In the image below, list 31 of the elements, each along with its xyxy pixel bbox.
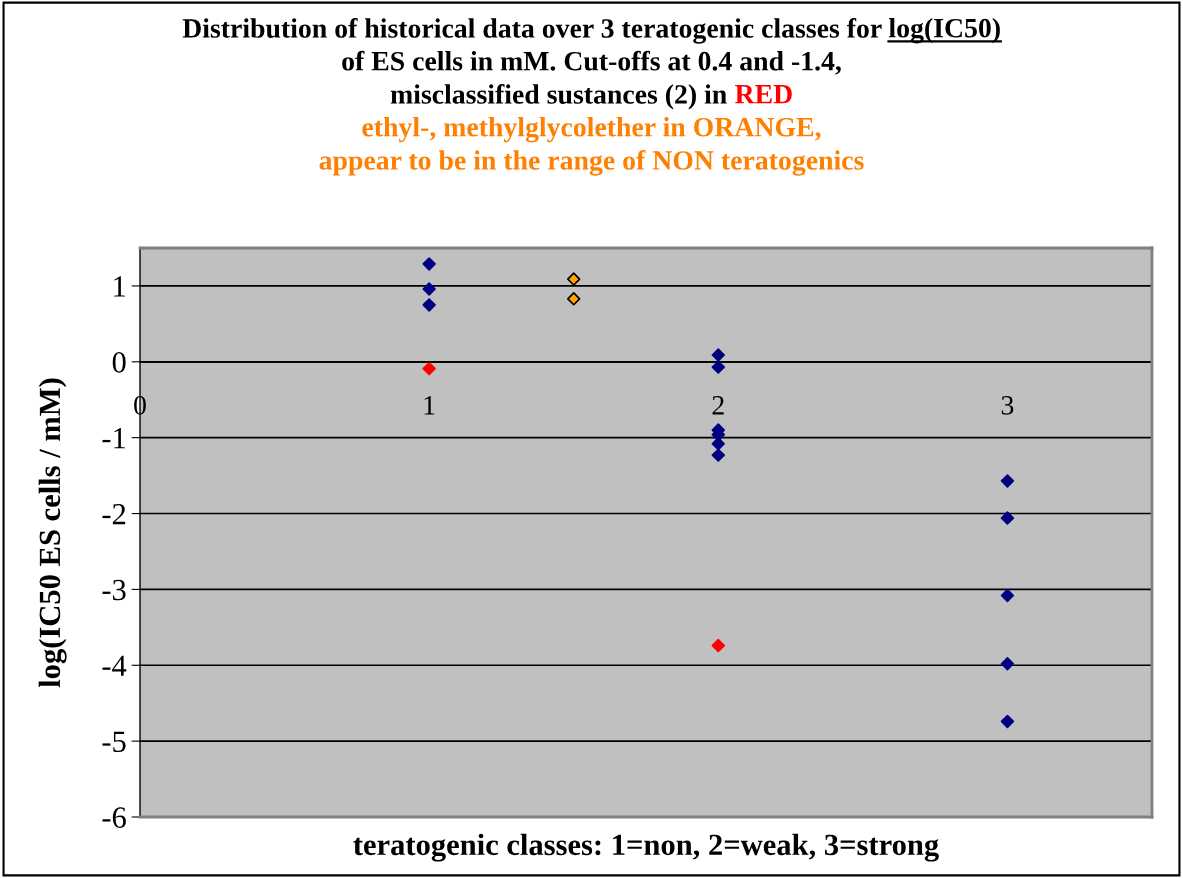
y-tick-label: 0 [112, 352, 126, 373]
y-tick-label: -3 [102, 579, 126, 601]
x-tick-label: 3 [1001, 396, 1014, 415]
point [711, 437, 726, 451]
x-axis-title: teratogenic classes: 1=non, 2=weak, 3=strong [353, 833, 939, 862]
x-tick-label: 1 [424, 396, 435, 415]
point [1000, 588, 1015, 603]
chart-title: Distribution of historical data over 3 teratogenic classes for log(IC50) of ES cells in mM. Cut-offs at 0.4 and -1.4, misclassified sustances (2) in RED [182, 18, 1000, 110]
point [1000, 714, 1015, 729]
y-tick-label: -6 [102, 807, 126, 828]
chart-subtitle: ethyl-, methylglycolether in ORANGE, appear to be in the range of NON teratogenics [319, 117, 864, 176]
point [1000, 474, 1015, 488]
point [711, 360, 726, 374]
y-tick-label: -1 [102, 428, 125, 449]
point [711, 638, 726, 653]
point [566, 292, 581, 306]
point [422, 257, 436, 271]
point [566, 272, 581, 286]
x-tick-label: 2 [712, 396, 724, 415]
point [422, 361, 436, 376]
y-tick-label: -2 [102, 503, 126, 525]
y-axis-title: log(IC50 ES cells / mM) [38, 378, 67, 688]
point [1000, 657, 1015, 671]
point [422, 282, 436, 296]
point [1000, 511, 1015, 525]
y-tick-label: 1 [114, 276, 125, 297]
y-tick-label: -5 [102, 731, 126, 753]
point [711, 448, 726, 462]
point [711, 348, 726, 362]
point [422, 298, 436, 312]
y-tick-label: -4 [102, 655, 127, 676]
